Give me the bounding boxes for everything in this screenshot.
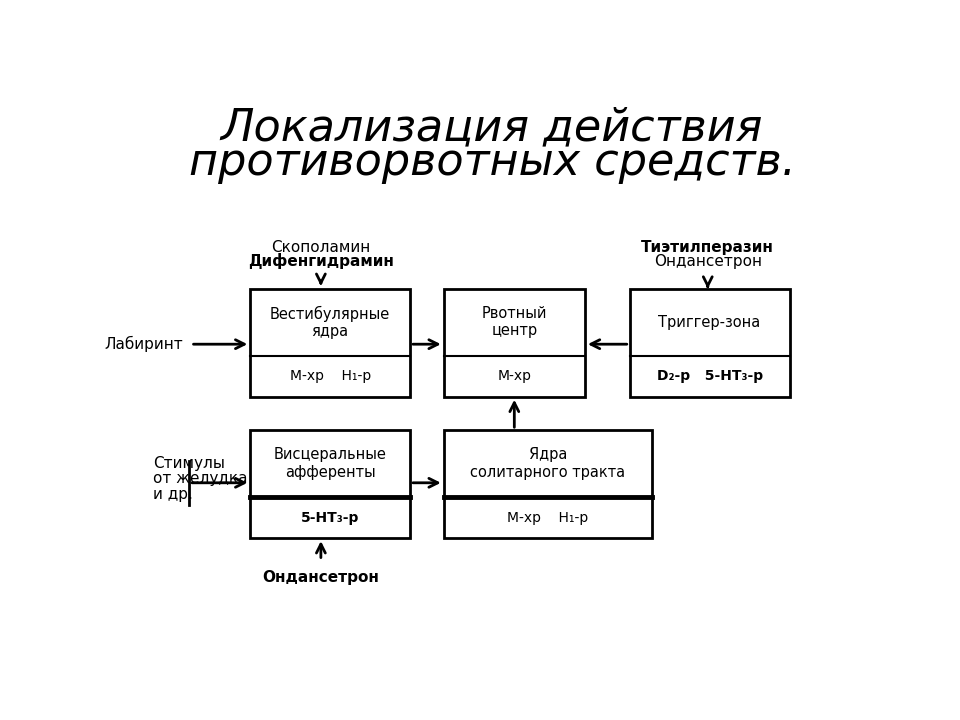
Text: 5-НТ₃-р: 5-НТ₃-р [301,510,359,525]
Text: Ондансетрон: Ондансетрон [654,253,762,269]
Bar [444,430,652,539]
Text: Стимулы: Стимулы [154,456,226,471]
Text: Локализация действия: Локализация действия [221,107,763,150]
Text: от желудка: от желудка [154,472,248,487]
Text: М-хр    Н₁-р: М-хр Н₁-р [290,369,371,383]
Bar [251,289,410,397]
Text: М-хр: М-хр [497,369,531,383]
Text: Лабиринт: Лабиринт [105,336,183,352]
Text: Рвотный
центр: Рвотный центр [482,306,547,338]
Text: Дифенгидрамин: Дифенгидрамин [248,253,394,269]
Text: Вестибулярные
ядра: Вестибулярные ядра [270,305,391,339]
Bar [251,430,410,539]
Text: М-хр    Н₁-р: М-хр Н₁-р [507,510,588,525]
Text: D₂-р   5-НТ₃-р: D₂-р 5-НТ₃-р [657,369,762,383]
Text: Скополамин: Скополамин [272,240,371,255]
Text: и др.: и др. [154,487,193,502]
Bar [630,289,790,397]
Text: Висцеральные
афференты: Висцеральные афференты [274,447,387,480]
Text: Тиэтилперазин: Тиэтилперазин [641,240,774,255]
Bar [444,289,585,397]
Text: Триггер-зона: Триггер-зона [659,315,760,330]
Text: противорвотных средств.: противорвотных средств. [188,141,796,184]
Text: Ондансетрон: Ондансетрон [262,570,379,585]
Text: Ядра
солитарного тракта: Ядра солитарного тракта [470,447,625,480]
